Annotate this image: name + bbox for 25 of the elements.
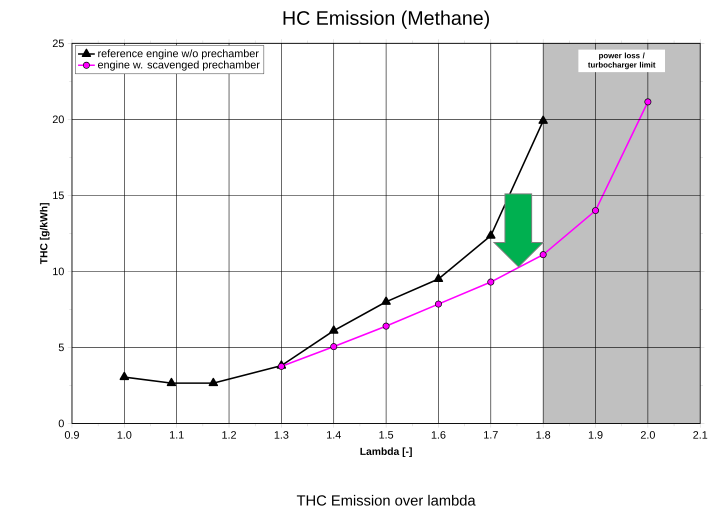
chart-title: HC Emission (Methane) <box>284 10 489 29</box>
x-tick-label: 1.2 <box>222 431 236 439</box>
x-tick-label: 1.7 <box>484 431 498 438</box>
x-tick-label: 1.5 <box>379 431 394 439</box>
text: THC Emission over lambda <box>296 494 476 506</box>
y-tick-label: 5 <box>58 344 64 352</box>
x-axis-title: Lambda [-] <box>360 447 412 458</box>
x-tick-label: 1.1 <box>170 431 184 438</box>
y-tick-label: 20 <box>52 116 64 124</box>
x-tick-label: 1.4 <box>327 431 341 438</box>
legend-label: reference engine w/o prechamber <box>98 49 259 60</box>
y-axis-title: THC [g/kWh] <box>40 203 50 264</box>
y-tick-label: 25 <box>52 40 64 48</box>
x-tick-label: 1.0 <box>118 431 132 439</box>
x-tick-label: 1.6 <box>432 431 446 439</box>
x-tick-label: 2.0 <box>640 431 655 439</box>
y-tick-label: 0 <box>58 420 64 428</box>
y-tick-label: 10 <box>53 268 64 276</box>
y-tick-label: 15 <box>53 192 64 200</box>
x-tick-label: 0.9 <box>64 431 79 439</box>
x-tick-label: 1.8 <box>536 431 550 439</box>
x-tick-label: 1.9 <box>588 431 603 439</box>
x-tick-label: 2.1 <box>693 431 708 439</box>
x-tick-label: 1.3 <box>274 431 288 439</box>
legend-label: engine w. scavenged prechamber <box>98 60 260 71</box>
